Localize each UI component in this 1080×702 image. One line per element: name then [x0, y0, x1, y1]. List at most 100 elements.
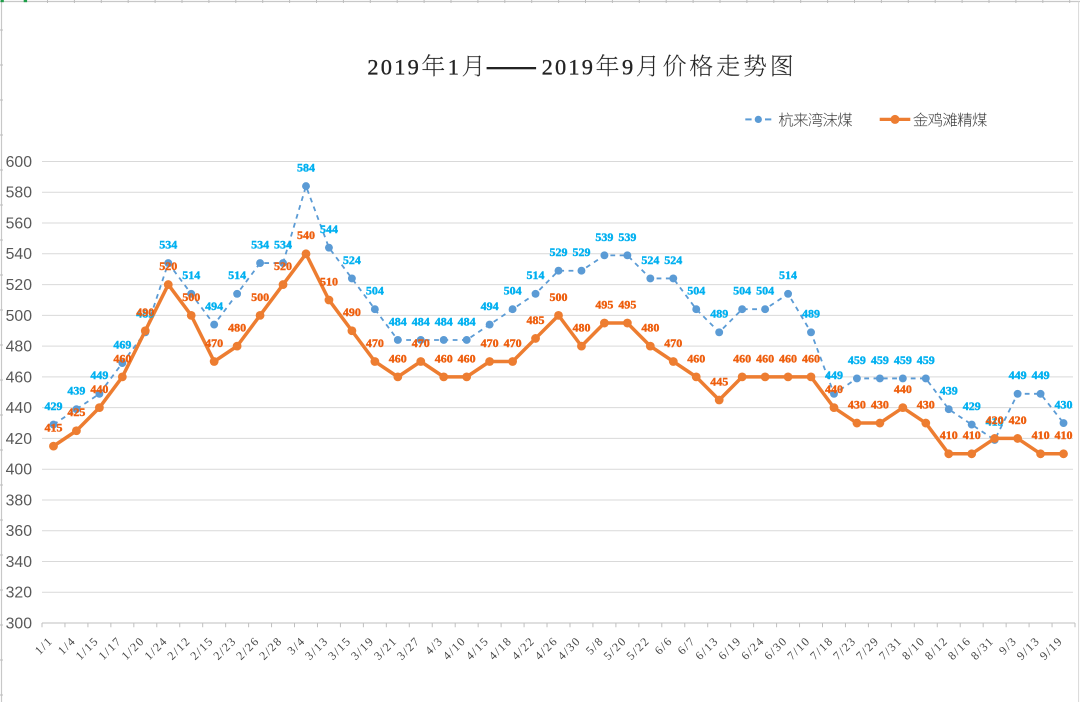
- svg-text:425: 425: [67, 405, 85, 419]
- svg-text:495: 495: [618, 297, 636, 311]
- svg-text:470: 470: [205, 336, 223, 350]
- svg-text:470: 470: [366, 336, 384, 350]
- svg-text:520: 520: [6, 277, 33, 294]
- svg-text:504: 504: [687, 284, 705, 298]
- svg-text:415: 415: [44, 421, 62, 435]
- svg-text:460: 460: [389, 351, 407, 365]
- svg-text:489: 489: [710, 307, 728, 321]
- svg-text:2: 2: [542, 55, 553, 80]
- svg-text:430: 430: [917, 397, 935, 411]
- svg-text:524: 524: [641, 253, 659, 267]
- svg-text:529: 529: [550, 245, 568, 259]
- svg-text:484: 484: [389, 314, 407, 328]
- svg-text:600: 600: [6, 154, 33, 171]
- svg-text:420: 420: [1009, 413, 1027, 427]
- svg-text:460: 460: [802, 351, 820, 365]
- svg-text:514: 514: [779, 268, 797, 282]
- svg-text:439: 439: [67, 384, 85, 398]
- svg-text:460: 460: [113, 351, 131, 365]
- svg-text:500: 500: [251, 290, 269, 304]
- svg-text:484: 484: [435, 314, 453, 328]
- svg-text:460: 460: [6, 369, 33, 386]
- svg-text:459: 459: [871, 353, 889, 367]
- svg-text:9: 9: [622, 55, 633, 80]
- svg-text:560: 560: [6, 215, 33, 232]
- svg-text:504: 504: [756, 284, 774, 298]
- svg-text:429: 429: [44, 399, 62, 413]
- svg-text:440: 440: [6, 400, 33, 417]
- svg-text:524: 524: [664, 253, 682, 267]
- svg-text:514: 514: [182, 268, 200, 282]
- svg-text:485: 485: [527, 313, 545, 327]
- svg-text:0: 0: [381, 55, 392, 80]
- svg-text:9: 9: [582, 55, 593, 80]
- svg-text:420: 420: [986, 413, 1004, 427]
- svg-text:539: 539: [618, 230, 636, 244]
- svg-text:439: 439: [940, 384, 958, 398]
- svg-text:484: 484: [412, 314, 430, 328]
- svg-text:484: 484: [458, 314, 476, 328]
- svg-text:460: 460: [435, 351, 453, 365]
- svg-text:430: 430: [848, 397, 866, 411]
- svg-text:430: 430: [1055, 397, 1073, 411]
- svg-text:510: 510: [320, 274, 338, 288]
- svg-text:460: 460: [779, 351, 797, 365]
- svg-text:480: 480: [6, 339, 33, 356]
- svg-text:540: 540: [6, 246, 33, 263]
- svg-text:449: 449: [1009, 368, 1027, 382]
- svg-text:520: 520: [274, 259, 292, 273]
- svg-text:459: 459: [894, 353, 912, 367]
- svg-text:500: 500: [550, 290, 568, 304]
- svg-text:449: 449: [825, 368, 843, 382]
- svg-text:380: 380: [6, 492, 33, 509]
- svg-text:320: 320: [6, 585, 33, 602]
- svg-text:580: 580: [6, 185, 33, 202]
- svg-text:419: 419: [986, 414, 1004, 428]
- svg-text:529: 529: [572, 245, 590, 259]
- svg-text:500: 500: [182, 290, 200, 304]
- svg-text:490: 490: [136, 305, 154, 319]
- svg-text:524: 524: [343, 253, 361, 267]
- svg-text:430: 430: [871, 397, 889, 411]
- svg-text:420: 420: [6, 431, 33, 448]
- svg-text:480: 480: [641, 321, 659, 335]
- svg-text:480: 480: [572, 321, 590, 335]
- svg-text:470: 470: [664, 336, 682, 350]
- svg-text:534: 534: [251, 237, 269, 251]
- svg-text:459: 459: [848, 353, 866, 367]
- svg-text:429: 429: [963, 399, 981, 413]
- svg-text:470: 470: [481, 336, 499, 350]
- svg-text:460: 460: [687, 351, 705, 365]
- svg-text:520: 520: [159, 259, 177, 273]
- svg-text:490: 490: [343, 305, 361, 319]
- svg-text:1: 1: [394, 55, 405, 80]
- svg-text:340: 340: [6, 554, 33, 571]
- svg-text:449: 449: [1032, 368, 1050, 382]
- svg-text:480: 480: [228, 321, 246, 335]
- svg-text:544: 544: [320, 222, 338, 236]
- svg-text:410: 410: [1055, 428, 1073, 442]
- svg-text:440: 440: [90, 382, 108, 396]
- svg-text:449: 449: [90, 368, 108, 382]
- svg-text:470: 470: [504, 336, 522, 350]
- svg-text:460: 460: [458, 351, 476, 365]
- svg-text:0: 0: [555, 55, 566, 80]
- svg-text:460: 460: [756, 351, 774, 365]
- svg-text:1: 1: [448, 55, 459, 80]
- svg-text:470: 470: [412, 336, 430, 350]
- svg-text:400: 400: [6, 462, 33, 479]
- svg-text:504: 504: [366, 284, 384, 298]
- svg-text:495: 495: [595, 297, 613, 311]
- svg-text:534: 534: [159, 237, 177, 251]
- svg-text:494: 494: [481, 299, 499, 313]
- svg-text:540: 540: [297, 228, 315, 242]
- svg-text:494: 494: [205, 299, 223, 313]
- svg-text:440: 440: [825, 382, 843, 396]
- svg-text:440: 440: [894, 382, 912, 396]
- svg-text:360: 360: [6, 523, 33, 540]
- svg-text:504: 504: [504, 284, 522, 298]
- svg-text:534: 534: [274, 237, 292, 251]
- svg-text:1: 1: [568, 55, 579, 80]
- svg-text:9: 9: [408, 55, 419, 80]
- svg-text:514: 514: [228, 268, 246, 282]
